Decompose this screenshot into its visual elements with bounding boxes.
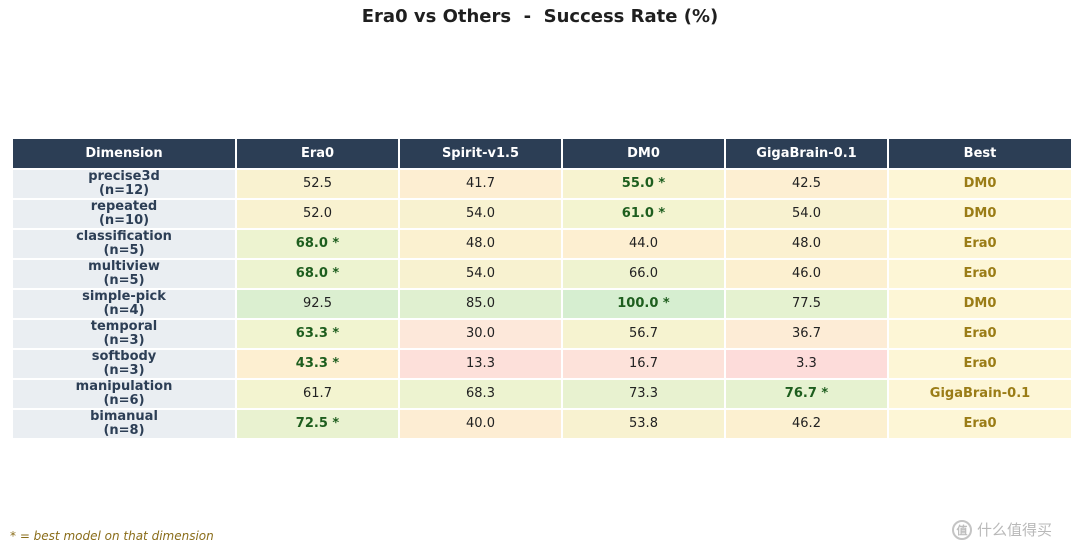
table-row: manipulation (n=6) 61.7 68.3 73.3 76.7 * GigaB… [13,380,1071,408]
value-cell: 53.8 [563,410,724,438]
header-row: Dimension Era0 Spirit-v1.5 DM0 GigaBrain… [13,139,1071,168]
watermark-text: 什么值得买 [977,521,1053,539]
value-cell: 48.0 [400,230,561,258]
header-spirit: Spirit-v1.5 [400,139,561,168]
value-cell: 46.2 [726,410,887,438]
value-cell: 66.0 [563,260,724,288]
dimension-cell: simple-pick (n=4) [13,290,235,318]
value-cell: 68.0 * [237,260,398,288]
value-cell: 61.0 * [563,200,724,228]
dimension-count: (n=3) [103,333,145,348]
dimension-cell: classification (n=5) [13,230,235,258]
header-dimension: Dimension [13,139,235,168]
table-body: precise3d (n=12) 52.5 41.7 55.0 * 42.5 DM0 repe… [13,170,1071,438]
dimension-cell: precise3d (n=12) [13,170,235,198]
dimension-name: bimanual [90,409,158,424]
header-era0: Era0 [237,139,398,168]
value-cell: 72.5 * [237,410,398,438]
table-row: softbody (n=3) 43.3 * 13.3 16.7 3.3 Era0 [13,350,1071,378]
table-row: repeated (n=10) 52.0 54.0 61.0 * 54.0 DM0 [13,200,1071,228]
value-cell: 68.0 * [237,230,398,258]
best-model-cell: Era0 [889,410,1071,438]
dimension-name: classification [76,229,172,244]
value-cell: 54.0 [400,200,561,228]
dimension-name: manipulation [75,379,173,394]
value-cell: 46.0 [726,260,887,288]
value-cell: 52.5 [237,170,398,198]
value-cell: 42.5 [726,170,887,198]
value-cell: 44.0 [563,230,724,258]
best-model-cell: DM0 [889,290,1071,318]
table-row: simple-pick (n=4) 92.5 85.0 100.0 * 77.5 DM0 [13,290,1071,318]
header-best: Best [889,139,1071,168]
dimension-count: (n=8) [103,423,145,438]
dimension-count: (n=4) [103,303,145,318]
watermark: 值 什么值得买 [952,519,1052,540]
value-cell: 56.7 [563,320,724,348]
dimension-count: (n=6) [103,393,145,408]
value-cell: 77.5 [726,290,887,318]
value-cell: 16.7 [563,350,724,378]
dimension-count: (n=10) [98,213,150,228]
value-cell: 85.0 [400,290,561,318]
dimension-cell: repeated (n=10) [13,200,235,228]
dimension-count: (n=12) [98,183,150,198]
dimension-cell: manipulation (n=6) [13,380,235,408]
value-cell: 68.3 [400,380,561,408]
dimension-name: precise3d [88,169,160,184]
table-row: precise3d (n=12) 52.5 41.7 55.0 * 42.5 DM0 [13,170,1071,198]
footnote: * = best model on that dimension [10,529,214,543]
best-model-cell: GigaBrain-0.1 [889,380,1071,408]
value-cell: 36.7 [726,320,887,348]
dimension-name: softbody [91,349,157,364]
dimension-count: (n=3) [103,363,145,378]
value-cell: 100.0 * [563,290,724,318]
header-gigabrain: GigaBrain-0.1 [726,139,887,168]
table-row: multiview (n=5) 68.0 * 54.0 66.0 46.0 Era0 [13,260,1071,288]
best-model-cell: Era0 [889,320,1071,348]
dimension-count: (n=5) [103,273,145,288]
watermark-logo-icon: 值 [952,519,972,540]
dimension-cell: multiview (n=5) [13,260,235,288]
dimension-name: simple-pick [82,289,166,304]
value-cell: 63.3 * [237,320,398,348]
chart-title: Era0 vs Others - Success Rate (%) [361,6,719,27]
best-model-cell: Era0 [889,230,1071,258]
value-cell: 54.0 [726,200,887,228]
value-cell: 43.3 * [237,350,398,378]
dimension-name: multiview [88,259,160,274]
value-cell: 48.0 [726,230,887,258]
value-cell: 30.0 [400,320,561,348]
best-model-cell: Era0 [889,350,1071,378]
value-cell: 13.3 [400,350,561,378]
value-cell: 40.0 [400,410,561,438]
value-cell: 61.7 [237,380,398,408]
header-dm0: DM0 [563,139,724,168]
value-cell: 3.3 [726,350,887,378]
value-cell: 54.0 [400,260,561,288]
dimension-name: repeated [90,199,158,214]
dimension-cell: softbody (n=3) [13,350,235,378]
dimension-name: temporal [90,319,158,334]
value-cell: 73.3 [563,380,724,408]
value-cell: 52.0 [237,200,398,228]
best-model-cell: DM0 [889,170,1071,198]
value-cell: 92.5 [237,290,398,318]
table-row: temporal (n=3) 63.3 * 30.0 56.7 36.7 Era0 [13,320,1071,348]
results-table: Dimension Era0 Spirit-v1.5 DM0 GigaBrain… [11,137,1073,440]
best-model-cell: DM0 [889,200,1071,228]
table-row: classification (n=5) 68.0 * 48.0 44.0 48.0 Era… [13,230,1071,258]
dimension-count: (n=5) [103,243,145,258]
value-cell: 76.7 * [726,380,887,408]
dimension-cell: bimanual (n=8) [13,410,235,438]
best-model-cell: Era0 [889,260,1071,288]
table-row: bimanual (n=8) 72.5 * 40.0 53.8 46.2 Era0 [13,410,1071,438]
dimension-cell: temporal (n=3) [13,320,235,348]
value-cell: 55.0 * [563,170,724,198]
value-cell: 41.7 [400,170,561,198]
